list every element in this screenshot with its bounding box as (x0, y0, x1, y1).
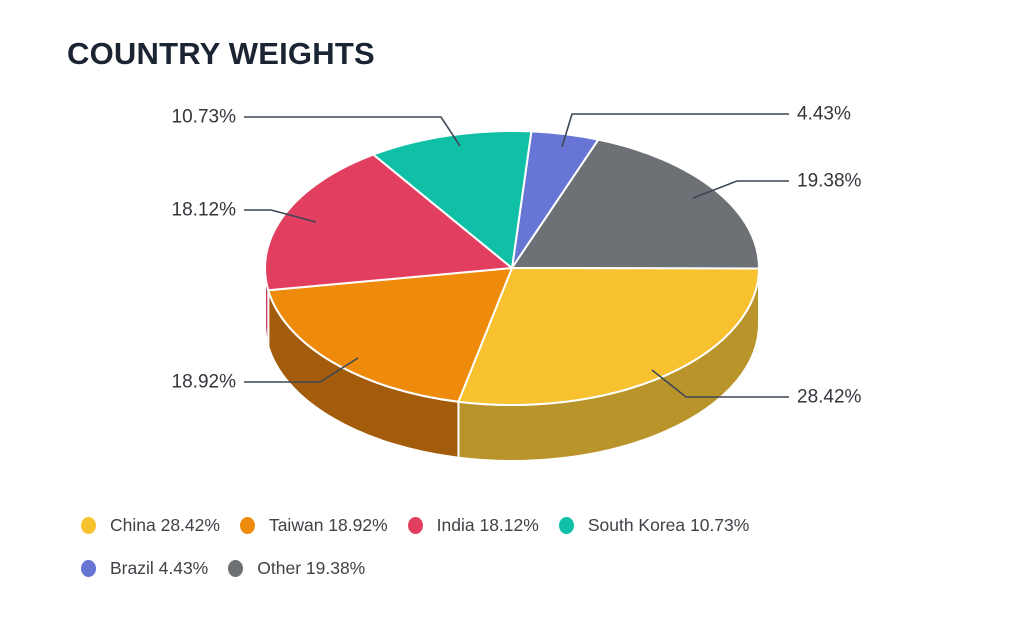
legend-label: India 18.12% (436, 515, 539, 535)
legend-row: Brazil 4.43% Other 19.38% (81, 558, 749, 579)
value-label-india: 18.12% (172, 200, 237, 221)
legend-label: South Korea 10.73% (587, 515, 750, 535)
legend-label: Other 19.38% (257, 558, 366, 578)
value-label-taiwan: 18.92% (172, 372, 237, 393)
pie-slice-taiwan (267, 267, 513, 403)
pie-slice-south-korea (372, 130, 533, 269)
leader-line-taiwan (244, 357, 359, 383)
legend-label: China 28.42% (110, 515, 220, 535)
legend-marker-icon (228, 560, 244, 577)
leader-line-china (651, 369, 789, 398)
legend-label: Brazil 4.43% (110, 558, 209, 578)
legend-row: China 28.42% Taiwan 18.92% India 18.12% Sou… (81, 515, 749, 536)
legend-item-south-korea: South Korea 10.73% (558, 515, 750, 536)
chart-title: COUNTRY WEIGHTS (67, 36, 375, 71)
leader-line-brazil (561, 113, 789, 148)
legend-marker-icon (81, 560, 96, 577)
leader-line-south-korea (244, 116, 461, 147)
value-label-south-korea: 10.73% (172, 107, 237, 128)
leader-line-india (244, 209, 317, 223)
legend-item-china: China 28.42% (81, 515, 220, 536)
legend-marker-icon (239, 517, 255, 534)
legend-item-other: Other 19.38% (228, 558, 365, 579)
legend-label: Taiwan 18.92% (268, 515, 388, 535)
legend-marker-icon (558, 517, 574, 534)
legend-marker-icon (407, 517, 423, 534)
value-label-other: 19.38% (797, 171, 862, 192)
legend-marker-icon (81, 517, 96, 534)
chart-legend: China 28.42% Taiwan 18.92% India 18.12% Sou… (81, 515, 749, 579)
legend-item-taiwan: Taiwan 18.92% (239, 515, 388, 536)
value-label-brazil: 4.43% (797, 104, 851, 125)
pie-slice-china (457, 267, 760, 406)
leader-line-other (692, 180, 789, 199)
value-label-china: 28.42% (797, 387, 862, 408)
legend-item-india: India 18.12% (407, 515, 539, 536)
legend-item-brazil: Brazil 4.43% (81, 558, 208, 579)
